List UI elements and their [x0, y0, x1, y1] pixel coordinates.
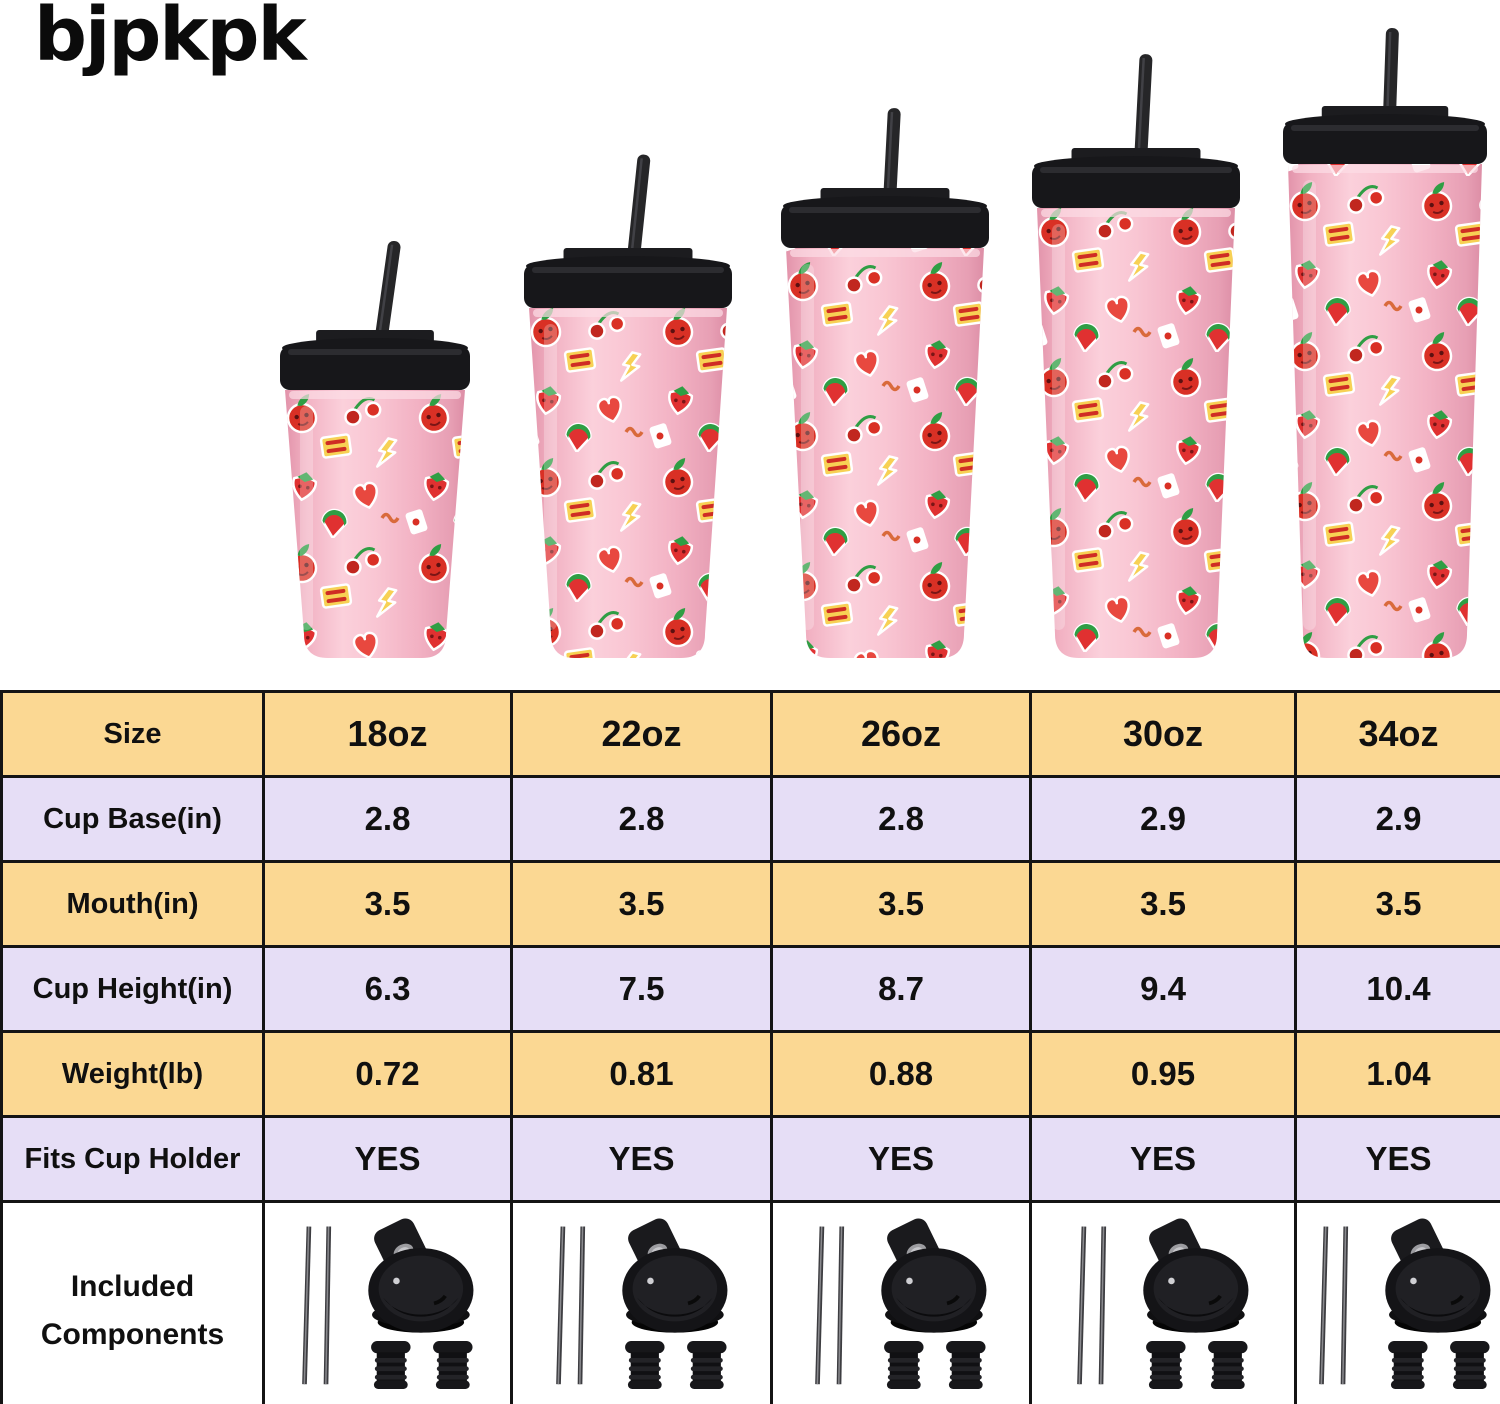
- spec-size-header: 26oz: [770, 690, 1032, 778]
- flip-lid-icon: [1143, 1218, 1249, 1333]
- spec-cell: 0.95: [1029, 1030, 1297, 1118]
- flip-lid-icon: [1385, 1218, 1491, 1333]
- metal-straws-icon: [555, 1226, 585, 1385]
- metal-straws-icon: [1319, 1226, 1349, 1385]
- spec-row-cup-base-in: Cup Base(in) 2.8 2.8 2.8 2.9 2.9: [0, 775, 1500, 863]
- spec-row-label: Weight(lb): [0, 1030, 265, 1118]
- spec-cell: 0.81: [510, 1030, 773, 1118]
- flip-lid: [781, 188, 989, 248]
- included-components-image: [1319, 1218, 1491, 1389]
- tumbler-34oz: [1283, 28, 1487, 658]
- spec-row-fits-cup-holder: Fits Cup Holder YES YES YES YES YES: [0, 1115, 1500, 1203]
- straw-stopper-icon: [686, 1341, 727, 1389]
- metal-straws-icon: [815, 1226, 845, 1385]
- included-components-image: [301, 1218, 473, 1389]
- spec-size-header: 34oz: [1294, 690, 1500, 778]
- straw-stopper-icon: [432, 1341, 473, 1389]
- tumbler-22oz: [524, 154, 732, 658]
- spec-row-cup-height-in: Cup Height(in) 6.3 7.5 8.7 9.4 10.4: [0, 945, 1500, 1033]
- spec-cell: 2.8: [262, 775, 513, 863]
- included-components-image: [815, 1218, 987, 1389]
- cup-body: [1037, 208, 1235, 658]
- spec-row-mouth-in: Mouth(in) 3.5 3.5 3.5 3.5 3.5: [0, 860, 1500, 948]
- cup-body: [1288, 164, 1482, 658]
- spec-cell: 3.5: [770, 860, 1032, 948]
- flip-lid-icon: [367, 1218, 473, 1333]
- spec-cell: YES: [1294, 1115, 1500, 1203]
- flip-lid: [1283, 106, 1487, 164]
- spec-components-cell: [770, 1200, 1032, 1404]
- spec-cell: 1.04: [1294, 1030, 1500, 1118]
- straw-stopper-icon: [1450, 1341, 1490, 1389]
- straw-stopper-icon: [946, 1341, 986, 1389]
- flip-lid: [1032, 148, 1240, 208]
- spec-cell: 0.88: [770, 1030, 1032, 1118]
- metal-straws-icon: [301, 1226, 331, 1385]
- metal-straws-icon: [1077, 1226, 1107, 1385]
- cup-body: [786, 248, 984, 658]
- spec-cell: 0.72: [262, 1030, 513, 1118]
- spec-row-label: Fits Cup Holder: [0, 1115, 265, 1203]
- straw-stopper-icon: [1388, 1341, 1428, 1389]
- included-components-image: [1077, 1218, 1249, 1389]
- spec-table: Size 18oz 22oz 26oz 30oz 34oz Cup Base(in) 2.8 2…: [0, 690, 1500, 1404]
- spec-cell: 2.8: [510, 775, 773, 863]
- spec-row-label: Mouth(in): [0, 860, 265, 948]
- tumbler-30oz: [1032, 54, 1240, 658]
- spec-cell: 3.5: [1294, 860, 1500, 948]
- straw-stopper-icon: [1208, 1341, 1248, 1389]
- spec-row-label: Cup Height(in): [0, 945, 265, 1033]
- straw-stopper-icon: [884, 1341, 924, 1389]
- included-components-image: [555, 1218, 727, 1389]
- straw-stopper-icon: [370, 1341, 411, 1389]
- straw-stopper-icon: [624, 1341, 665, 1389]
- straw-stopper-icon: [1146, 1341, 1186, 1389]
- tumbler-26oz: [781, 108, 989, 658]
- spec-size-header: 30oz: [1029, 690, 1297, 778]
- spec-cell: 3.5: [510, 860, 773, 948]
- spec-cell: YES: [770, 1115, 1032, 1203]
- spec-row-weight-lb: Weight(lb) 0.72 0.81 0.88 0.95 1.04: [0, 1030, 1500, 1118]
- spec-row-included-components: Included Components: [0, 1200, 1500, 1404]
- spec-cell: 8.7: [770, 945, 1032, 1033]
- flip-lid: [524, 248, 732, 308]
- spec-row-label: Included Components: [0, 1200, 265, 1404]
- flip-lid: [280, 330, 470, 390]
- spec-row-label: Cup Base(in): [0, 775, 265, 863]
- flip-lid-icon: [621, 1218, 727, 1333]
- spec-cell: 7.5: [510, 945, 773, 1033]
- spec-cell: 2.9: [1294, 775, 1500, 863]
- straw: [1133, 54, 1153, 179]
- spec-components-cell: [1294, 1200, 1500, 1404]
- spec-cell: YES: [1029, 1115, 1297, 1203]
- spec-cell: 2.9: [1029, 775, 1297, 863]
- spec-cell: YES: [262, 1115, 513, 1203]
- spec-components-cell: [1029, 1200, 1297, 1404]
- spec-size-header: 18oz: [262, 690, 513, 778]
- spec-cell: 3.5: [262, 860, 513, 948]
- brand-logo: bjpkpk: [34, 0, 307, 78]
- spec-cell: 6.3: [262, 945, 513, 1033]
- spec-cell: 10.4: [1294, 945, 1500, 1033]
- spec-size-header: 22oz: [510, 690, 773, 778]
- cup-body: [285, 390, 465, 658]
- spec-row-label: Size: [0, 690, 265, 778]
- spec-row-size: Size 18oz 22oz 26oz 30oz 34oz: [0, 690, 1500, 778]
- spec-cell: 9.4: [1029, 945, 1297, 1033]
- cup-body: [529, 308, 727, 658]
- spec-cell: 3.5: [1029, 860, 1297, 948]
- spec-cell: 2.8: [770, 775, 1032, 863]
- spec-components-cell: [510, 1200, 773, 1404]
- tumbler-18oz: [280, 240, 470, 658]
- spec-components-cell: [262, 1200, 513, 1404]
- spec-cell: YES: [510, 1115, 773, 1203]
- straw: [625, 154, 651, 279]
- flip-lid-icon: [881, 1218, 987, 1333]
